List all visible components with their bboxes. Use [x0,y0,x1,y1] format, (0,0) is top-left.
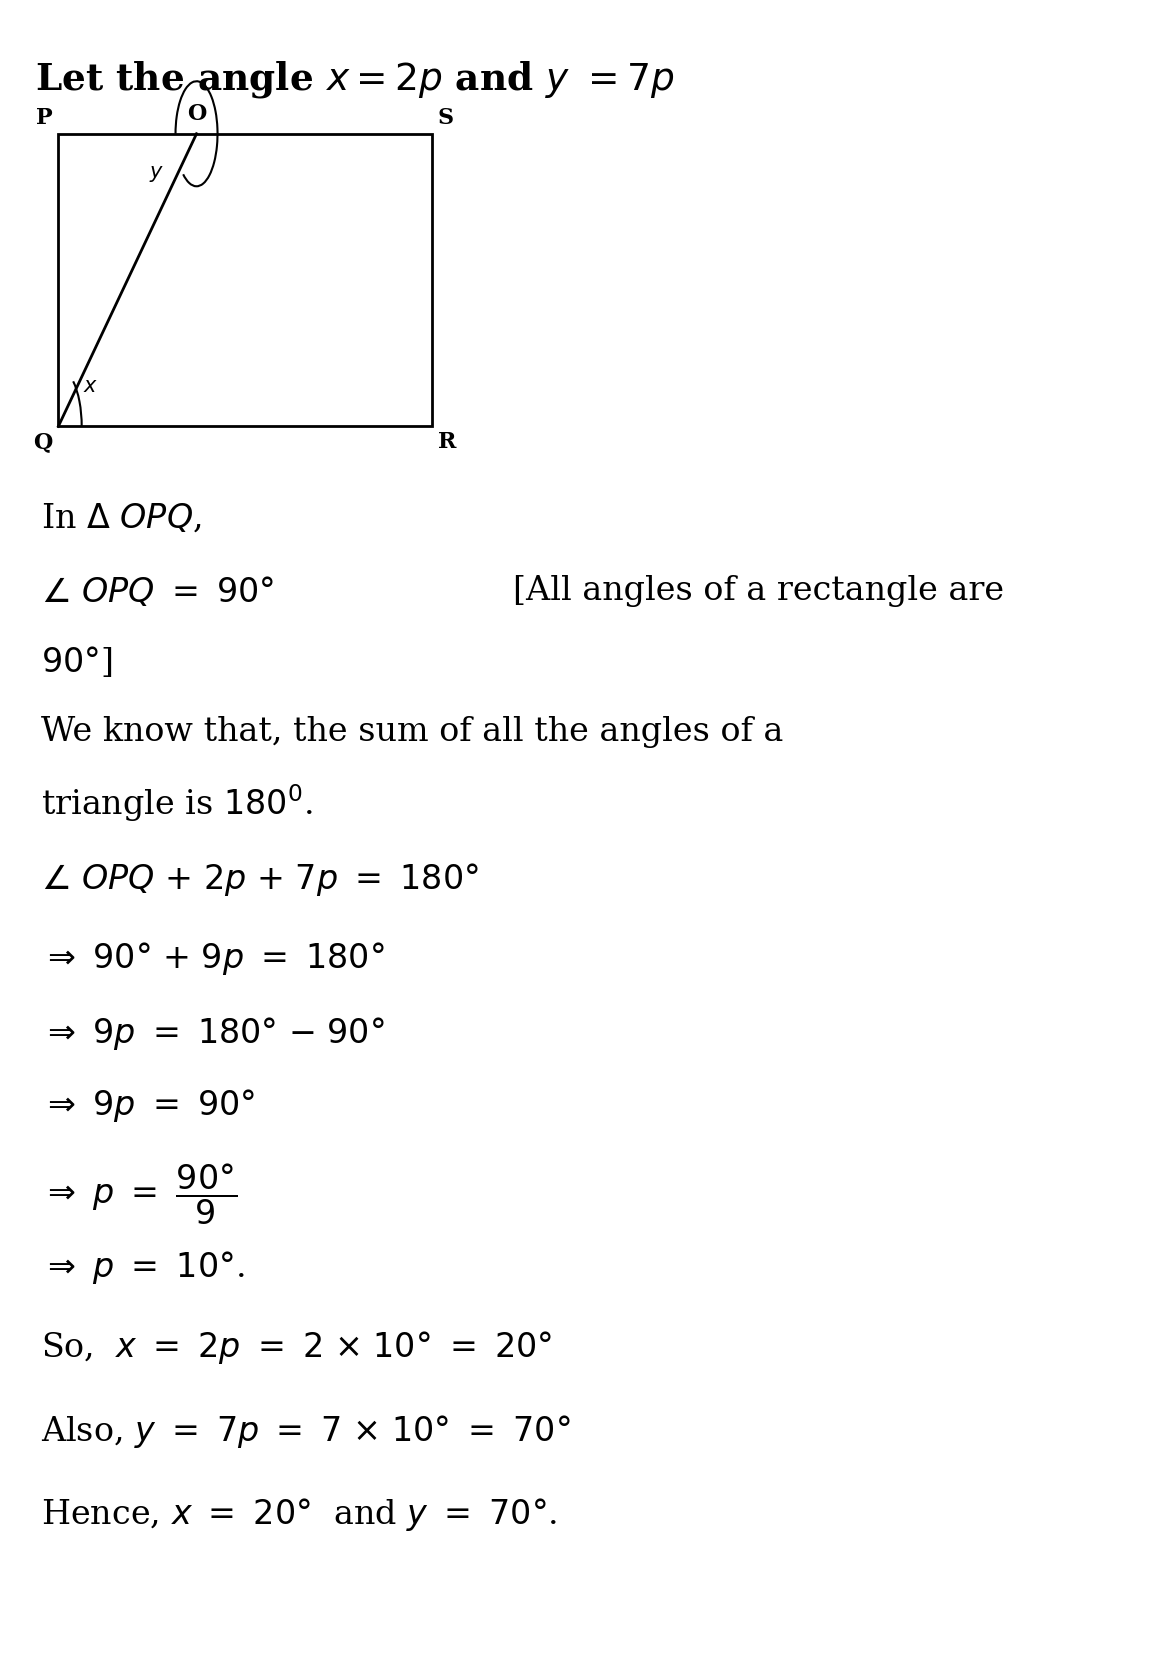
Text: R: R [438,431,456,453]
Text: $\Rightarrow$ $90°$ $+$ $9p$ $=$ $180°$: $\Rightarrow$ $90°$ $+$ $9p$ $=$ $180°$ [41,940,385,976]
Text: P: P [36,107,53,129]
Text: We know that, the sum of all the angles of a: We know that, the sum of all the angles … [41,716,783,747]
Text: Q: Q [33,431,53,453]
Text: Let the angle $x = 2p$ and $y\ = 7p$: Let the angle $x = 2p$ and $y\ = 7p$ [35,59,675,100]
Text: Also, $y$ $=$ $7p$ $=$ $7$ $\times$ $10°$ $=$ $70°$: Also, $y$ $=$ $7p$ $=$ $7$ $\times$ $10°… [41,1413,571,1450]
Text: $\Rightarrow$ $9p$ $=$ $180°$ $-$ $90°$: $\Rightarrow$ $9p$ $=$ $180°$ $-$ $90°$ [41,1015,385,1052]
Text: Hence, $x$ $=$ $20°$  and $y$ $=$ $70°$.: Hence, $x$ $=$ $20°$ and $y$ $=$ $70°$. [41,1496,557,1533]
Text: $\angle$ $OPQ$ $=$ $90°$: $\angle$ $OPQ$ $=$ $90°$ [41,575,274,609]
Text: $\Rightarrow$ $p$ $=$ $\dfrac{90°}{9}$: $\Rightarrow$ $p$ $=$ $\dfrac{90°}{9}$ [41,1162,237,1227]
Text: $\angle$ $OPQ$ $+$ $2p$ $+$ $7p$ $=$ $180°$: $\angle$ $OPQ$ $+$ $2p$ $+$ $7p$ $=$ $18… [41,861,478,898]
Bar [58,134,432,426]
Text: triangle is $180^0$.: triangle is $180^0$. [41,782,313,824]
Text: O: O [187,104,207,125]
Text: [All angles of a rectangle are: [All angles of a rectangle are [513,575,1005,607]
Text: $90°$]: $90°$] [41,644,112,679]
Text: $\Rightarrow$ $p$ $=$ $10°$.: $\Rightarrow$ $p$ $=$ $10°$. [41,1249,244,1286]
Text: $y$: $y$ [148,164,163,184]
Text: S: S [438,107,454,129]
Text: In $\Delta$ $OPQ$,: In $\Delta$ $OPQ$, [41,502,202,535]
Text: $\Rightarrow$ $9p$ $=$ $90°$: $\Rightarrow$ $9p$ $=$ $90°$ [41,1087,256,1124]
Text: $x$: $x$ [84,378,98,396]
Text: So,  $x$ $=$ $2p$ $=$ $2$ $\times$ $10°$ $=$ $20°$: So, $x$ $=$ $2p$ $=$ $2$ $\times$ $10°$ … [41,1329,552,1366]
